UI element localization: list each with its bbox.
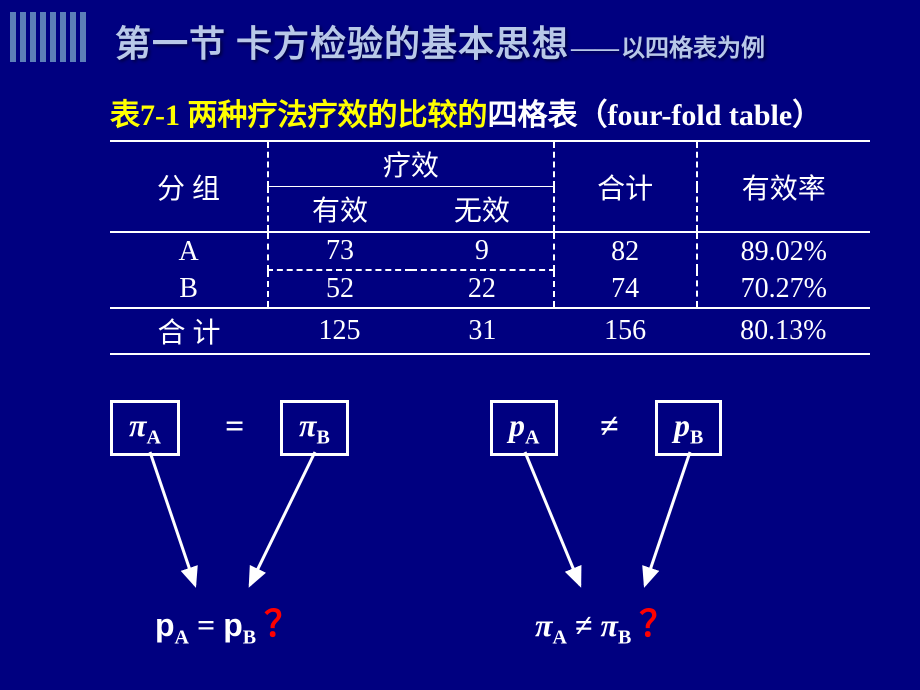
sym-equals: = <box>225 408 244 446</box>
cell-yes: 125 <box>268 308 411 354</box>
sym-sub-a: A <box>175 626 189 648</box>
cell-yes: 52 <box>268 270 411 308</box>
table-row: A 73 9 82 89.02% <box>110 232 870 270</box>
sym-sub-a: A <box>525 426 539 448</box>
sym-sub-b: B <box>690 426 703 448</box>
sym-pi: π <box>600 607 617 643</box>
sym-neq: ≠ <box>600 408 619 446</box>
question-mark: ？ <box>639 604 675 644</box>
sym-pi: π <box>299 407 316 443</box>
box-pi-a: πA <box>110 400 180 456</box>
sym-pi: π <box>535 607 552 643</box>
bottom-eq-left: pA = pB ？ <box>155 595 300 649</box>
th-total: 合计 <box>554 141 697 232</box>
sym-equals: = <box>197 607 215 643</box>
title-subtitle: 以四格表为例 <box>621 28 765 63</box>
box-p-b: pB <box>655 400 722 456</box>
sym-p: p <box>155 607 175 643</box>
sym-sub-b: B <box>243 626 256 648</box>
sym-sub-a: A <box>146 426 160 448</box>
cell-no: 31 <box>411 308 554 354</box>
th-rate: 有效率 <box>697 141 870 232</box>
cell-total: 156 <box>554 308 697 354</box>
box-p-a: pA <box>490 400 558 456</box>
table-row: B 52 22 74 70.27% <box>110 270 870 308</box>
th-ineffective: 无效 <box>411 187 554 233</box>
sym-sub-a: A <box>552 626 566 648</box>
cell-total: 74 <box>554 270 697 308</box>
title-dash: —— <box>571 36 619 63</box>
caption-prefix: 表7-1 两种疗法疗效的比较的 <box>110 99 488 132</box>
cell-no: 22 <box>411 270 554 308</box>
cell-no: 9 <box>411 232 554 270</box>
cell-group: 合 计 <box>110 308 268 354</box>
th-effect: 疗效 <box>268 141 554 187</box>
box-pi-b: πB <box>280 400 349 456</box>
table-caption: 表7-1 两种疗法疗效的比较的四格表（four-fold table） <box>110 90 822 134</box>
th-group: 分 组 <box>110 141 268 232</box>
th-effective: 有效 <box>268 187 411 233</box>
cell-rate: 70.27% <box>697 270 870 308</box>
cell-rate: 80.13% <box>697 308 870 354</box>
cell-group: B <box>110 270 268 308</box>
sym-p: p <box>223 607 243 643</box>
sym-neq: ≠ <box>575 607 593 643</box>
cell-yes: 73 <box>268 232 411 270</box>
fourfold-table: 分 组 疗效 合计 有效率 有效 无效 A 73 9 82 89.02% B 5… <box>110 140 870 355</box>
sym-p: p <box>509 407 525 443</box>
title-main: 第一节 卡方检验的基本思想 <box>115 15 569 67</box>
table-row-sum: 合 计 125 31 156 80.13% <box>110 308 870 354</box>
sym-sub-b: B <box>316 426 329 448</box>
question-mark: ？ <box>264 604 300 644</box>
hypothesis-diagram: πA = πB pA ≠ pB pA = pB ？ πA ≠ πB ？ <box>90 400 850 660</box>
sym-p: p <box>674 407 690 443</box>
cell-group: A <box>110 232 268 270</box>
cell-rate: 89.02% <box>697 232 870 270</box>
sym-sub-b: B <box>618 626 631 648</box>
slide-title: 第一节 卡方检验的基本思想 —— 以四格表为例 <box>115 15 905 67</box>
corner-decoration <box>10 10 105 65</box>
bottom-eq-right: πA ≠ πB ？ <box>535 595 675 649</box>
cell-total: 82 <box>554 232 697 270</box>
sym-pi: π <box>129 407 146 443</box>
caption-suffix: 四格表（four-fold table） <box>488 99 823 132</box>
